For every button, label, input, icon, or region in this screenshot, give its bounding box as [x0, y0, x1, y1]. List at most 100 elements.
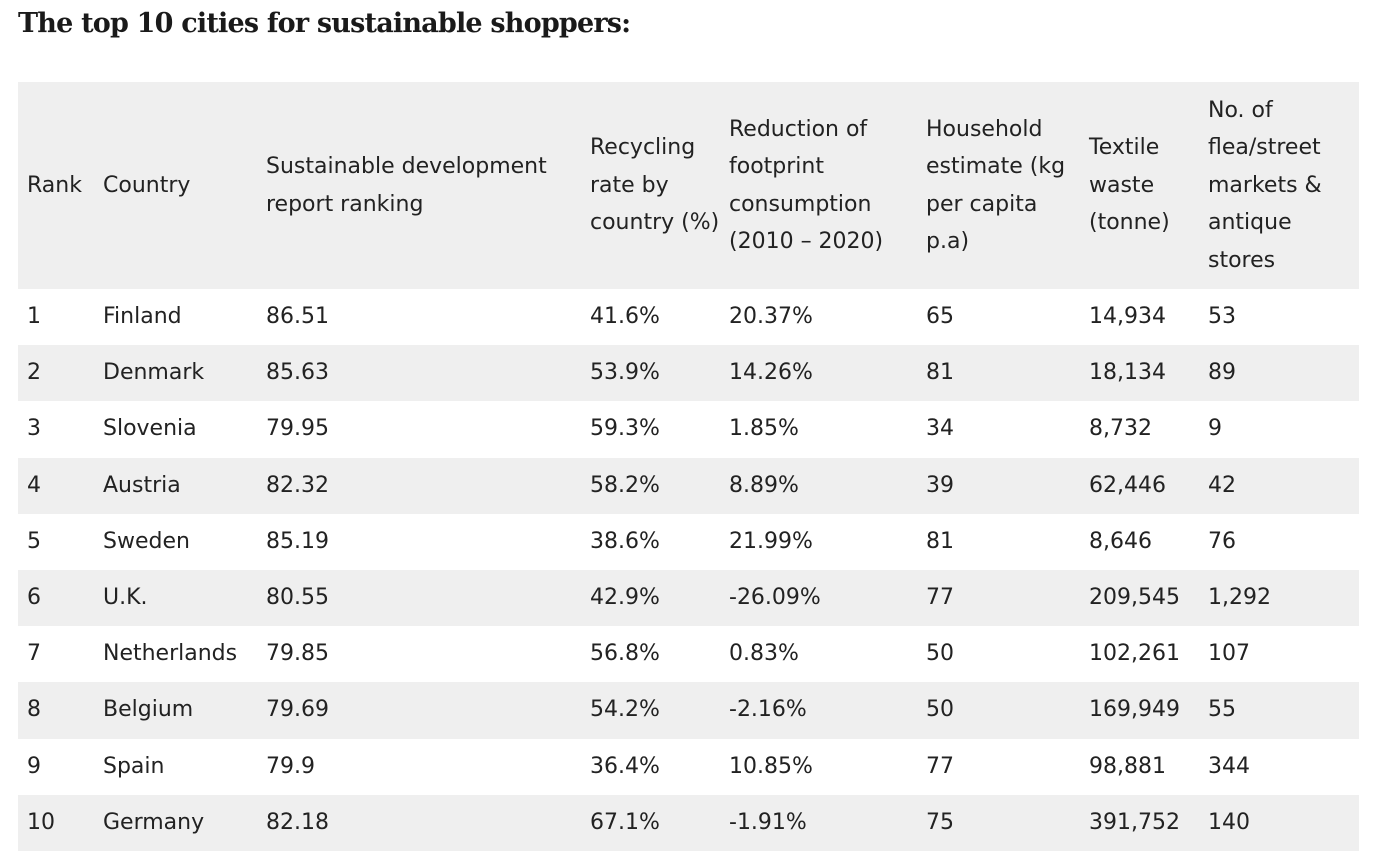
cell-country: Germany [103, 809, 205, 835]
cell-footprint-reduction: 0.83% [729, 641, 799, 667]
table-header: Rank Country Sustainable development rep… [18, 82, 1359, 289]
cell-household-estimate: 81 [926, 360, 954, 386]
cell-household-estimate: 77 [926, 753, 954, 779]
cell-footprint-reduction: 21.99% [729, 528, 813, 554]
cell-textile-waste: 98,881 [1089, 753, 1166, 779]
cell-sdr-ranking: 79.85 [266, 641, 329, 667]
cell-rank: 4 [27, 472, 41, 498]
cell-footprint-reduction: 20.37% [729, 304, 813, 330]
cell-markets-count: 42 [1208, 472, 1236, 498]
cell-country: Sweden [103, 528, 190, 554]
cell-sdr-ranking: 80.55 [266, 585, 329, 611]
table-title: The top 10 cities for sustainable shoppe… [18, 8, 631, 39]
cell-footprint-reduction: 1.85% [729, 416, 799, 442]
cell-footprint-reduction: -26.09% [729, 585, 821, 611]
cell-rank: 8 [27, 697, 41, 723]
cell-recycling-rate: 41.6% [590, 304, 660, 330]
cell-markets-count: 55 [1208, 697, 1236, 723]
cell-country: Denmark [103, 360, 205, 386]
cell-sdr-ranking: 79.9 [266, 753, 315, 779]
cell-household-estimate: 39 [926, 472, 954, 498]
cell-textile-waste: 391,752 [1089, 809, 1180, 835]
cell-country: U.K. [103, 585, 148, 611]
cell-recycling-rate: 67.1% [590, 809, 660, 835]
cell-footprint-reduction: -2.16% [729, 697, 807, 723]
cell-footprint-reduction: 14.26% [729, 360, 813, 386]
table-row: 10 Germany 82.18 67.1% -1.91% 75 391,752… [18, 794, 1359, 851]
cell-rank: 7 [27, 641, 41, 667]
header-household-estimate: Household estimate (kg per capita p.a) [926, 116, 1066, 255]
table-row: 6 U.K. 80.55 42.9% -26.09% 77 209,545 1,… [18, 569, 1359, 627]
cell-markets-count: 89 [1208, 360, 1236, 386]
cell-footprint-reduction: 10.85% [729, 753, 813, 779]
cell-markets-count: 344 [1208, 753, 1250, 779]
cell-rank: 9 [27, 753, 41, 779]
table-row: 1 Finland 86.51 41.6% 20.37% 65 14,934 5… [18, 289, 1359, 345]
cell-sdr-ranking: 82.32 [266, 472, 329, 498]
cell-footprint-reduction: 8.89% [729, 472, 799, 498]
cell-recycling-rate: 42.9% [590, 585, 660, 611]
cell-rank: 10 [27, 809, 55, 835]
cell-household-estimate: 34 [926, 416, 954, 442]
cell-country: Finland [103, 304, 182, 330]
cell-textile-waste: 169,949 [1089, 697, 1180, 723]
cell-recycling-rate: 56.8% [590, 641, 660, 667]
header-row: Rank Country Sustainable development rep… [18, 82, 1359, 289]
cell-country: Netherlands [103, 641, 238, 667]
cell-household-estimate: 77 [926, 585, 954, 611]
cell-country: Slovenia [103, 416, 197, 442]
cell-footprint-reduction: -1.91% [729, 809, 807, 835]
header-rank: Rank [27, 172, 82, 198]
cell-recycling-rate: 58.2% [590, 472, 660, 498]
cell-sdr-ranking: 82.18 [266, 809, 329, 835]
table-row: 5 Sweden 85.19 38.6% 21.99% 81 8,646 76 [18, 514, 1359, 570]
cell-household-estimate: 50 [926, 641, 954, 667]
cell-rank: 5 [27, 528, 41, 554]
table-body: 1 Finland 86.51 41.6% 20.37% 65 14,934 5… [18, 289, 1359, 851]
table-row: 8 Belgium 79.69 54.2% -2.16% 50 169,949 … [18, 682, 1359, 739]
cell-recycling-rate: 59.3% [590, 416, 660, 442]
header-country: Country [103, 172, 191, 198]
header-textile-waste: Textile waste (tonne) [1089, 135, 1170, 236]
table-row: 7 Netherlands 79.85 56.8% 0.83% 50 102,2… [18, 626, 1359, 682]
cell-recycling-rate: 36.4% [590, 753, 660, 779]
cell-recycling-rate: 54.2% [590, 697, 660, 723]
cell-markets-count: 107 [1208, 641, 1250, 667]
header-footprint-reduction: Reduction of footprint consumption (2010… [729, 116, 884, 255]
cell-country: Austria [103, 472, 181, 498]
cell-markets-count: 53 [1208, 304, 1236, 330]
table-row: 9 Spain 79.9 36.4% 10.85% 77 98,881 344 [18, 739, 1359, 795]
header-sdr-ranking: Sustainable development report ranking [266, 154, 547, 217]
cell-sdr-ranking: 85.19 [266, 528, 329, 554]
cell-textile-waste: 62,446 [1089, 472, 1166, 498]
table-row: 2 Denmark 85.63 53.9% 14.26% 81 18,134 8… [18, 345, 1359, 402]
cell-textile-waste: 14,934 [1089, 304, 1166, 330]
cell-textile-waste: 8,646 [1089, 528, 1152, 554]
cell-textile-waste: 102,261 [1089, 641, 1180, 667]
cell-sdr-ranking: 86.51 [266, 304, 329, 330]
cell-textile-waste: 18,134 [1089, 360, 1166, 386]
cell-country: Belgium [103, 697, 194, 723]
cell-textile-waste: 209,545 [1089, 585, 1180, 611]
cell-markets-count: 1,292 [1208, 585, 1271, 611]
cell-rank: 3 [27, 416, 41, 442]
cell-sdr-ranking: 79.69 [266, 697, 329, 723]
cell-rank: 6 [27, 585, 41, 611]
cell-textile-waste: 8,732 [1089, 416, 1152, 442]
cell-country: Spain [103, 753, 165, 779]
cell-markets-count: 140 [1208, 809, 1250, 835]
table-row: 4 Austria 82.32 58.2% 8.89% 39 62,446 42 [18, 457, 1359, 514]
cell-rank: 1 [27, 304, 41, 330]
cell-markets-count: 9 [1208, 416, 1222, 442]
cell-markets-count: 76 [1208, 528, 1236, 554]
cell-recycling-rate: 38.6% [590, 528, 660, 554]
cell-household-estimate: 65 [926, 304, 954, 330]
cell-household-estimate: 75 [926, 809, 954, 835]
cell-household-estimate: 50 [926, 697, 954, 723]
cell-sdr-ranking: 85.63 [266, 360, 329, 386]
cell-recycling-rate: 53.9% [590, 360, 660, 386]
cell-rank: 2 [27, 360, 41, 386]
cell-sdr-ranking: 79.95 [266, 416, 329, 442]
header-markets-count: No. of flea/street markets & antique sto… [1208, 97, 1322, 273]
